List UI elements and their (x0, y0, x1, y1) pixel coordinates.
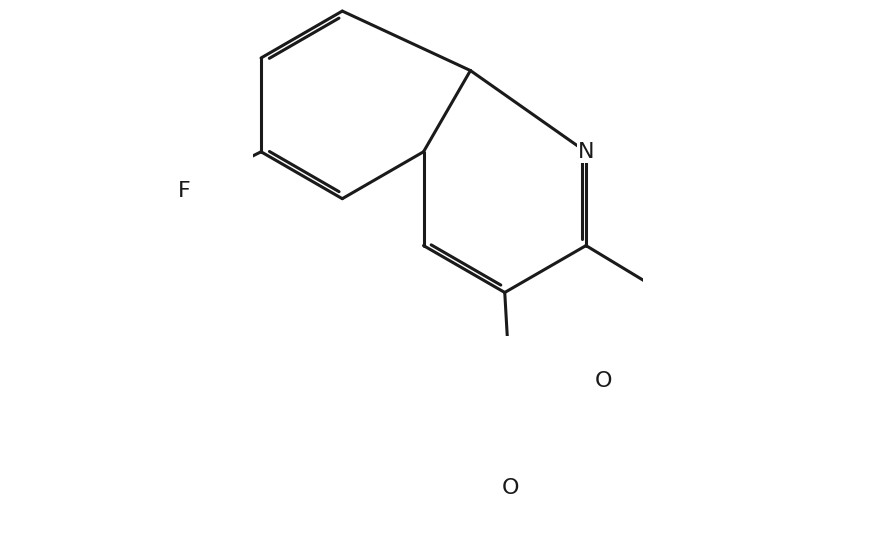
Text: N: N (578, 142, 594, 162)
Text: O: O (502, 478, 519, 498)
Text: O: O (595, 371, 613, 391)
Text: F: F (177, 180, 190, 201)
